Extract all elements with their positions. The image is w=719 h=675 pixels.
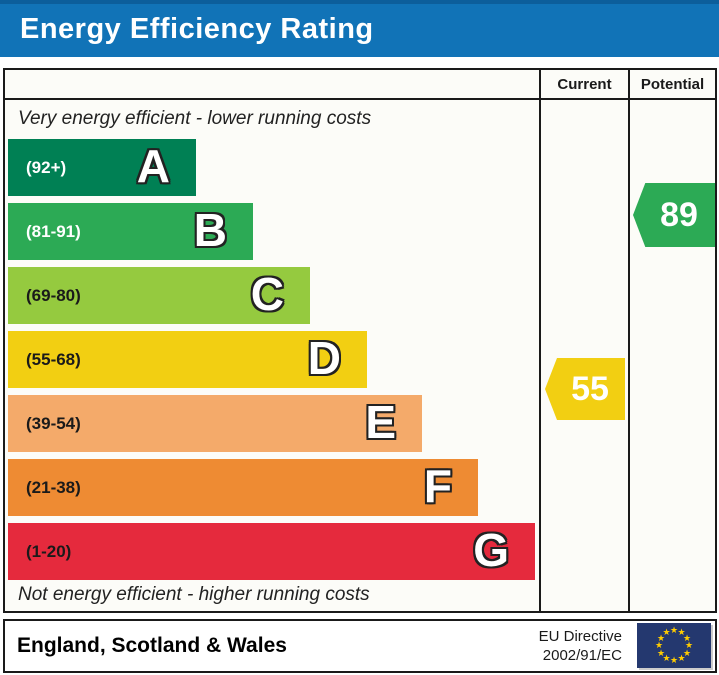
band-bar: (55-68) D (8, 331, 367, 388)
band-row: (81-91) B (8, 203, 539, 260)
band-grade-letter: G (473, 524, 509, 576)
page-title: Energy Efficiency Rating (20, 13, 374, 45)
band-row: (1-20) G (8, 523, 539, 580)
band-bar: (1-20) G (8, 523, 535, 580)
band-bar: (69-80) C (8, 267, 310, 324)
table-header-row: Current Potential (5, 70, 715, 100)
band-grade-letter: F (423, 460, 452, 512)
current-column-header: Current (557, 76, 612, 93)
eu-directive-text: EU Directive 2002/91/EC (539, 627, 622, 665)
top-note: Very energy efficient - lower running co… (18, 108, 372, 129)
footer-region: England, Scotland & Wales (17, 634, 287, 657)
column-divider-left (539, 70, 541, 611)
eu-flag-star: ★ (677, 627, 686, 637)
band-bar: (81-91) B (8, 203, 253, 260)
potential-rating-value: 89 (660, 196, 698, 234)
band-row: (69-80) C (8, 267, 539, 324)
potential-column-header: Potential (640, 76, 705, 93)
eu-directive-line2: 2002/91/EC (542, 647, 622, 664)
eu-flag-star: ★ (662, 627, 671, 637)
band-range-label: (55-68) (26, 350, 81, 369)
rating-bands: (92+) A (81-91) B (69-80) C (55-68) D (3… (8, 139, 539, 587)
band-range-label: (21-38) (26, 478, 81, 497)
band-row: (21-38) F (8, 459, 539, 516)
eu-flag-star: ★ (669, 625, 679, 635)
footer: England, Scotland & Wales EU Directive 2… (3, 619, 717, 673)
current-rating-value: 55 (571, 370, 609, 408)
eu-flag-icon: ★ ★ ★ ★ ★ ★ ★ ★ ★ ★ ★ ★ (637, 623, 711, 668)
band-grade-letter: E (365, 396, 396, 448)
table-body: Very energy efficient - lower running co… (5, 102, 715, 611)
eu-flag-star: ★ (656, 647, 666, 658)
band-range-label: (39-54) (26, 414, 81, 433)
current-rating-pointer: 55 (545, 358, 625, 420)
band-grade-letter: D (307, 332, 341, 384)
energy-rating-table: Current Potential Very energy efficient … (3, 68, 717, 613)
band-bar: (39-54) E (8, 395, 422, 452)
band-bar: (92+) A (8, 139, 196, 196)
eu-flag-star: ★ (682, 647, 692, 658)
potential-rating-pointer: 89 (633, 183, 715, 247)
eu-flag-star: ★ (684, 640, 694, 650)
column-divider-right (628, 70, 630, 611)
band-grade-letter: B (193, 204, 227, 256)
band-range-label: (69-80) (26, 286, 81, 305)
band-grade-letter: A (136, 140, 170, 192)
band-range-label: (81-91) (26, 222, 81, 241)
eu-flag-star: ★ (656, 632, 666, 643)
band-row: (55-68) D (8, 331, 539, 388)
eu-flag-star: ★ (669, 655, 679, 665)
band-bar: (21-38) F (8, 459, 478, 516)
eu-flag-star: ★ (662, 652, 671, 663)
eu-flag-star: ★ (654, 640, 664, 650)
band-range-label: (92+) (26, 158, 67, 177)
eu-directive-line1: EU Directive (538, 628, 622, 645)
band-row: (92+) A (8, 139, 539, 196)
band-range-label: (1-20) (26, 542, 72, 561)
band-grade-letter: C (250, 268, 284, 320)
page-title-banner: Energy Efficiency Rating (0, 0, 719, 57)
bottom-note: Not energy efficient - higher running co… (18, 584, 370, 605)
eu-flag-star: ★ (682, 632, 692, 643)
band-row: (39-54) E (8, 395, 539, 452)
eu-flag-star: ★ (677, 652, 686, 663)
